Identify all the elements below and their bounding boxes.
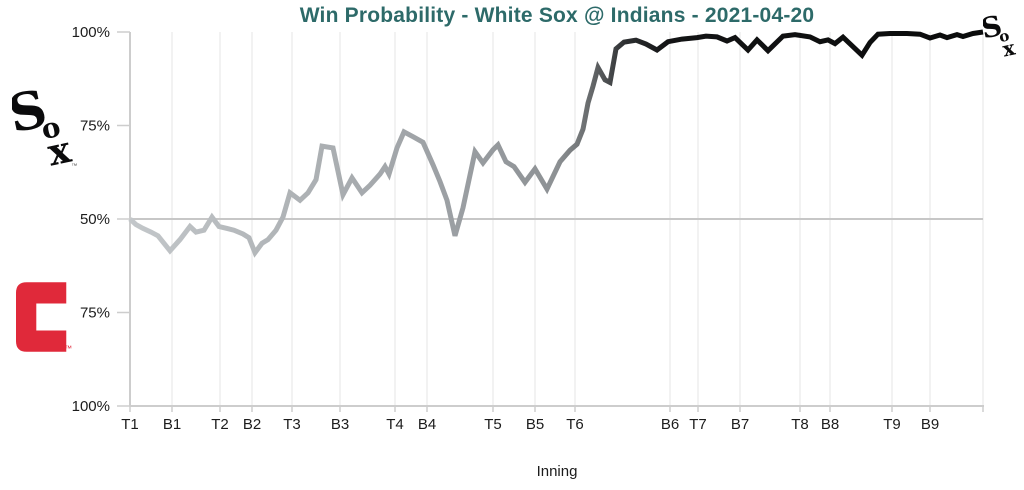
x-tick-label: T4 bbox=[386, 416, 404, 433]
sox-letter-s: S bbox=[983, 13, 1005, 45]
win-probability-line bbox=[128, 29, 984, 258]
x-tick-label: T5 bbox=[484, 416, 502, 433]
x-tick-label: B8 bbox=[821, 416, 839, 433]
y-tick-label: 50% bbox=[80, 211, 110, 228]
trademark-symbol: ™ bbox=[64, 344, 72, 352]
sox-letter-x: x bbox=[1000, 35, 1018, 58]
x-tick-label: T9 bbox=[883, 416, 901, 433]
indians-block-c bbox=[16, 282, 67, 352]
x-tick-label: T3 bbox=[283, 416, 301, 433]
y-tick-label: 100% bbox=[72, 398, 110, 415]
x-axis-title: Inning bbox=[536, 463, 578, 480]
indians-logo-icon: ™ bbox=[16, 282, 72, 352]
sox-letter-o: o bbox=[997, 26, 1011, 46]
trademark-symbol: ™ bbox=[71, 162, 77, 168]
sox-wordmark: S o x bbox=[12, 86, 76, 168]
sox-letter-x: x bbox=[44, 127, 76, 168]
x-tick-label: B4 bbox=[418, 416, 436, 433]
x-tick-label: B7 bbox=[731, 416, 749, 433]
sox-wordmark: S o x bbox=[983, 13, 1018, 58]
x-tick-label: T2 bbox=[211, 416, 229, 433]
x-tick-label: B5 bbox=[526, 416, 544, 433]
y-tick-label: 75% bbox=[80, 305, 110, 322]
chart-title: Win Probability - White Sox @ Indians - … bbox=[299, 4, 815, 27]
x-tick-label: B2 bbox=[243, 416, 261, 433]
white-sox-logo-end-icon: S o x bbox=[983, 13, 1018, 58]
x-tick-label: T6 bbox=[566, 416, 584, 433]
white-sox-logo-icon: S o x ™ bbox=[12, 86, 77, 168]
y-tick-label: 100% bbox=[72, 24, 110, 41]
x-tick-label: B3 bbox=[331, 416, 349, 433]
x-tick-label: B1 bbox=[163, 416, 181, 433]
x-tick-label: T1 bbox=[121, 416, 139, 433]
x-tick-label: B6 bbox=[661, 416, 679, 433]
x-tick-label: T8 bbox=[791, 416, 809, 433]
x-tick-label: T7 bbox=[689, 416, 707, 433]
y-tick-label: 75% bbox=[80, 118, 110, 135]
x-tick-label: B9 bbox=[921, 416, 939, 433]
